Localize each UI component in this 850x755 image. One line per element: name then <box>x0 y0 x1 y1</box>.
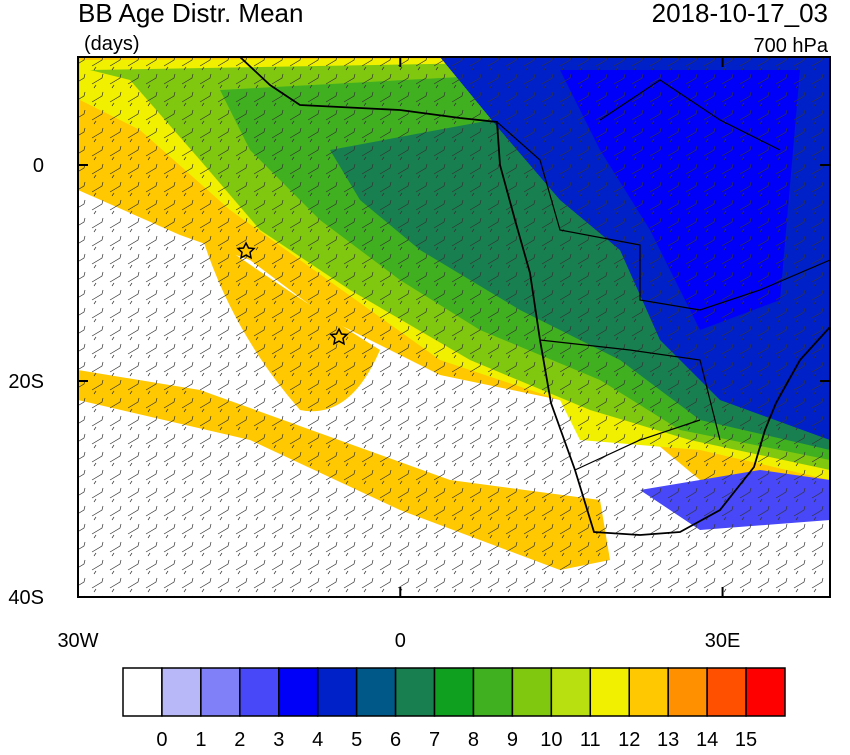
map-frame <box>77 56 831 598</box>
lat-label: 0 <box>33 155 44 177</box>
level: 700 hPa <box>753 35 828 57</box>
colorbar-box <box>628 667 669 717</box>
colorbar-label: 3 <box>273 729 284 750</box>
colorbar-box <box>200 667 241 717</box>
colorbar-label: 7 <box>429 729 440 750</box>
title: BB Age Distr. Mean <box>78 0 303 28</box>
lon-label: 30E <box>705 630 741 652</box>
colorbar-label: 8 <box>468 729 479 750</box>
colorbar-label: 2 <box>234 729 245 750</box>
colorbar-box <box>472 667 514 717</box>
lon-label: 0 <box>395 630 406 652</box>
colorbar-box <box>355 667 397 717</box>
colorbar-box <box>706 667 747 717</box>
colorbar-label: 10 <box>540 729 562 750</box>
colorbar-box <box>278 667 319 717</box>
colorbar-box <box>550 667 592 717</box>
lat-label: 40S <box>8 587 44 609</box>
colorbar-box <box>745 667 786 717</box>
map-field <box>78 57 830 597</box>
time: 2018-10-17_03 <box>652 0 828 28</box>
colorbar-box <box>394 667 436 717</box>
colorbar-box <box>316 667 358 717</box>
units: (days) <box>84 33 140 55</box>
colorbar-box <box>589 667 630 717</box>
lat-label: 20S <box>8 371 44 393</box>
colorbar-label: 5 <box>351 729 362 750</box>
colorbar-label: 9 <box>507 729 518 750</box>
colorbar-label: 0 <box>156 729 167 750</box>
colorbar-label: 4 <box>312 729 323 750</box>
colorbar-box <box>122 667 163 717</box>
colorbar-label: 6 <box>390 729 401 750</box>
colorbar-label: 1 <box>195 729 206 750</box>
colorbar-box <box>667 667 708 717</box>
colorbar-label: 15 <box>735 729 757 750</box>
colorbar-label: 12 <box>618 729 640 750</box>
colorbar-label: 14 <box>696 729 718 750</box>
colorbar-label: 13 <box>657 729 679 750</box>
colorbar-box <box>239 667 280 717</box>
colorbar-box <box>433 667 475 717</box>
colorbar-label: 11 <box>580 729 601 750</box>
colorbar-box <box>161 667 202 717</box>
colorbar-box <box>511 667 553 717</box>
lon-label: 30W <box>57 630 98 652</box>
